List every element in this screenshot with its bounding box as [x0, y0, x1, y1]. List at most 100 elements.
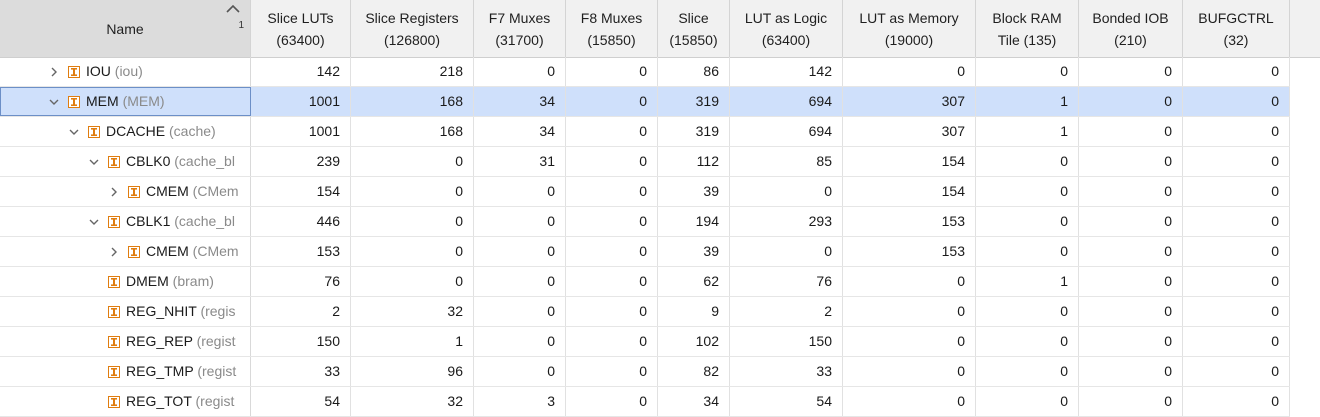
cell-lut-as-logic: 150	[730, 327, 843, 356]
column-header-name[interactable]: Name 1	[0, 0, 251, 57]
cell-bufgctrl: 0	[1183, 117, 1290, 146]
cell-bonded-iob: 0	[1079, 207, 1183, 236]
node-label: DMEM (bram)	[126, 273, 214, 289]
cell-f8-muxes: 0	[566, 357, 658, 386]
column-header-slice[interactable]: Slice (15850)	[658, 0, 730, 57]
table-row[interactable]: CMEM (CMem 153 0 0 0 39 0 153 0 0 0	[0, 237, 1290, 267]
table-row[interactable]: REG_NHIT (regis 2 32 0 0 9 2 0 0 0 0	[0, 297, 1290, 327]
table-row[interactable]: DCACHE (cache) 1001 168 34 0 319 694 307 1 0 0	[0, 117, 1290, 147]
hierarchical-cell-icon	[128, 185, 140, 198]
table-row[interactable]: IOU (iou) 142 218 0 0 86 142 0 0 0 0	[0, 57, 1290, 87]
tree-cell[interactable]: DCACHE (cache)	[0, 117, 251, 146]
table-row[interactable]: CBLK1 (cache_bl 446 0 0 0 194 293 153 0 0 0	[0, 207, 1290, 237]
chevron-down-icon[interactable]	[88, 155, 100, 167]
tree-cell[interactable]: CMEM (CMem	[0, 237, 251, 266]
cell-bonded-iob: 0	[1079, 87, 1183, 116]
module-name: (regist	[195, 393, 235, 409]
cell-bufgctrl: 0	[1183, 387, 1290, 416]
node-label: DCACHE (cache)	[106, 123, 216, 139]
header-filler	[1290, 0, 1320, 57]
cell-f8-muxes: 0	[566, 237, 658, 266]
tree-cell[interactable]: CBLK1 (cache_bl	[0, 207, 251, 236]
column-header-f8-muxes[interactable]: F8 Muxes (15850)	[566, 0, 658, 57]
hierarchical-cell-icon	[68, 95, 80, 108]
cell-f7-muxes: 0	[474, 327, 566, 356]
table-row[interactable]: DMEM (bram) 76 0 0 0 62 76 0 1 0 0	[0, 267, 1290, 297]
cell-slice: 319	[658, 117, 730, 146]
node-label: REG_REP (regist	[126, 333, 235, 349]
instance-name: REG_TMP	[126, 363, 194, 379]
column-header-f7-muxes[interactable]: F7 Muxes (31700)	[474, 0, 566, 57]
column-header-bonded-iob[interactable]: Bonded IOB (210)	[1079, 0, 1183, 57]
cell-f7-muxes: 31	[474, 147, 566, 176]
tree-cell[interactable]: REG_REP (regist	[0, 327, 251, 356]
cell-f8-muxes: 0	[566, 117, 658, 146]
tree-cell[interactable]: REG_NHIT (regis	[0, 297, 251, 326]
module-name: (regist	[196, 333, 236, 349]
chevron-down-icon[interactable]	[68, 125, 80, 137]
cell-block-ram-tile: 0	[976, 147, 1079, 176]
tree-cell[interactable]: CMEM (CMem	[0, 177, 251, 206]
cell-lut-as-logic: 142	[730, 57, 843, 86]
table-header: Name 1 Slice LUTs (63400) Slice Registers (…	[0, 0, 1320, 58]
tree-cell[interactable]: CBLK0 (cache_bl	[0, 147, 251, 176]
cell-f8-muxes: 0	[566, 87, 658, 116]
column-header-slice-registers[interactable]: Slice Registers (126800)	[351, 0, 474, 57]
cell-lut-as-logic: 85	[730, 147, 843, 176]
chevron-down-icon[interactable]	[48, 95, 60, 107]
table-row[interactable]: CMEM (CMem 154 0 0 0 39 0 154 0 0 0	[0, 177, 1290, 207]
column-header-label: Slice Registers	[365, 9, 459, 26]
node-label: CBLK0 (cache_bl	[126, 153, 235, 169]
cell-slice-registers: 0	[351, 177, 474, 206]
column-header-lut-as-memory[interactable]: LUT as Memory (19000)	[843, 0, 976, 57]
cell-lut-as-memory: 153	[843, 207, 976, 236]
cell-bufgctrl: 0	[1183, 267, 1290, 296]
cell-f7-muxes: 3	[474, 387, 566, 416]
cell-lut-as-memory: 0	[843, 357, 976, 386]
chevron-right-icon[interactable]	[48, 65, 60, 77]
cell-slice-luts: 1001	[251, 87, 351, 116]
chevron-right-icon[interactable]	[108, 185, 120, 197]
column-header-slice-luts[interactable]: Slice LUTs (63400)	[251, 0, 351, 57]
instance-name: REG_REP	[126, 333, 193, 349]
cell-lut-as-logic: 694	[730, 117, 843, 146]
cell-lut-as-memory: 307	[843, 87, 976, 116]
table-row[interactable]: MEM (MEM) 1001 168 34 0 319 694 307 1 0 0	[0, 87, 1290, 117]
cell-lut-as-logic: 76	[730, 267, 843, 296]
cell-f8-muxes: 0	[566, 147, 658, 176]
tree-cell[interactable]: DMEM (bram)	[0, 267, 251, 296]
tree-cell[interactable]: REG_TMP (regist	[0, 357, 251, 386]
cell-bufgctrl: 0	[1183, 297, 1290, 326]
cell-slice-registers: 0	[351, 147, 474, 176]
column-header-capacity: (63400)	[276, 31, 325, 48]
cell-lut-as-memory: 154	[843, 177, 976, 206]
column-header-block-ram-tile[interactable]: Block RAM Tile (135)	[976, 0, 1079, 57]
module-name: (MEM)	[122, 93, 165, 109]
cell-slice-registers: 32	[351, 297, 474, 326]
table-row[interactable]: REG_REP (regist 150 1 0 0 102 150 0 0 0 0	[0, 327, 1290, 357]
module-name: (regis	[200, 303, 236, 319]
cell-lut-as-logic: 0	[730, 177, 843, 206]
column-header-capacity: (63400)	[761, 31, 811, 48]
column-header-bufgctrl[interactable]: BUFGCTRL (32)	[1183, 0, 1290, 57]
cell-block-ram-tile: 0	[976, 327, 1079, 356]
cell-lut-as-memory: 0	[843, 297, 976, 326]
column-header-lut-as-logic[interactable]: LUT as Logic (63400)	[730, 0, 843, 57]
cell-slice-registers: 218	[351, 57, 474, 86]
table-row[interactable]: REG_TOT (regist 54 32 3 0 34 54 0 0 0 0	[0, 387, 1290, 417]
hierarchical-cell-icon	[88, 125, 100, 138]
cell-f8-muxes: 0	[566, 57, 658, 86]
cell-f7-muxes: 0	[474, 237, 566, 266]
tree-cell[interactable]: REG_TOT (regist	[0, 387, 251, 416]
chevron-right-icon[interactable]	[108, 245, 120, 257]
tree-cell[interactable]: IOU (iou)	[0, 57, 251, 86]
table-row[interactable]: CBLK0 (cache_bl 239 0 31 0 112 85 154 0 0 0	[0, 147, 1290, 177]
column-header-label: F8 Muxes	[580, 9, 643, 26]
cell-slice-luts: 154	[251, 177, 351, 206]
table-row[interactable]: REG_TMP (regist 33 96 0 0 82 33 0 0 0 0	[0, 357, 1290, 387]
cell-bonded-iob: 0	[1079, 57, 1183, 86]
hierarchical-cell-icon	[128, 245, 140, 258]
instance-name: MEM	[86, 93, 119, 109]
tree-cell[interactable]: MEM (MEM)	[0, 87, 251, 116]
chevron-down-icon[interactable]	[88, 215, 100, 227]
